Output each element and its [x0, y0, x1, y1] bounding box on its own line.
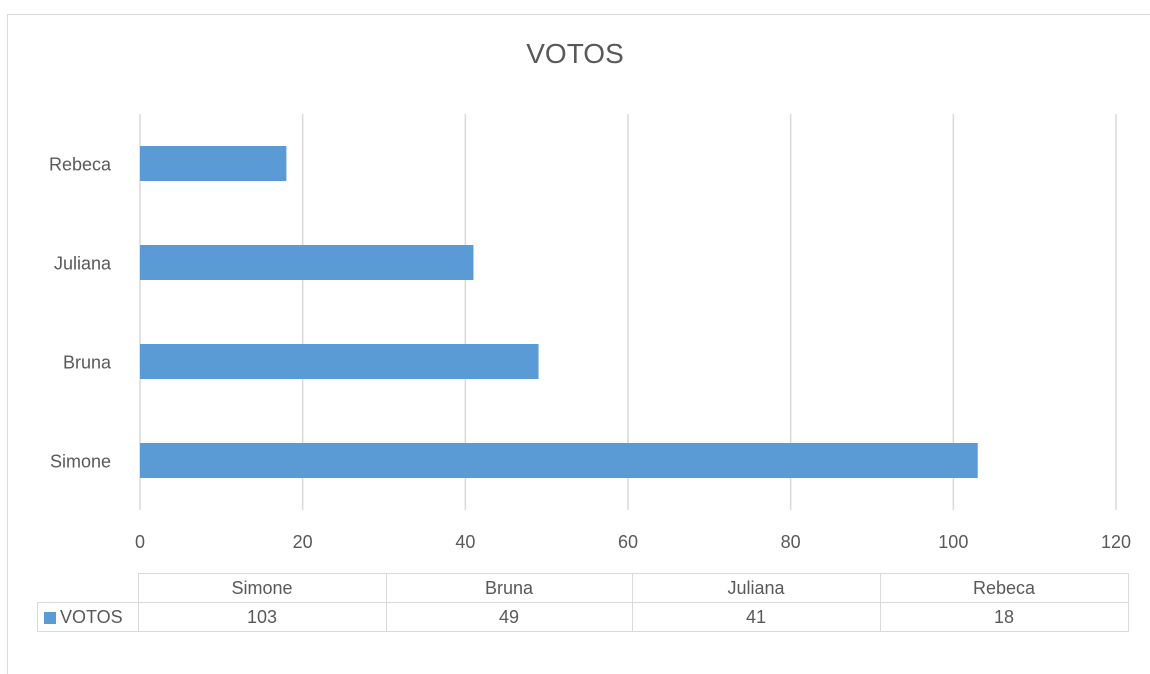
- data-table-header: Simone: [137, 573, 387, 603]
- x-tick-label: 80: [781, 532, 801, 552]
- x-tick-label: 120: [1101, 532, 1131, 552]
- data-table-header-row: Simone Bruna Juliana Rebeca: [37, 573, 1129, 603]
- data-table-cell: 18: [879, 602, 1129, 632]
- bar-bruna: [140, 344, 539, 379]
- bar-chart: Simone Bruna Juliana Rebeca 0 20 40 60 80 100 120: [49, 114, 1131, 552]
- x-tick-label: 0: [135, 532, 145, 552]
- bar-simone: [140, 443, 978, 478]
- bar-rebeca: [140, 146, 287, 181]
- x-tick-label: 60: [618, 532, 638, 552]
- category-label: Juliana: [54, 254, 112, 274]
- data-table-header: Rebeca: [879, 573, 1129, 603]
- data-table-cell: 49: [385, 602, 633, 632]
- data-table-corner: [37, 573, 139, 603]
- bar-juliana: [140, 245, 474, 280]
- legend-key: [44, 611, 56, 624]
- data-table-header: Bruna: [385, 573, 633, 603]
- data-table-value-row: VOTOS 103 49 41 18: [37, 602, 1129, 632]
- data-table-cell: 103: [137, 602, 387, 632]
- category-labels: Simone Bruna Juliana Rebeca: [49, 155, 112, 472]
- x-tick-label: 20: [293, 532, 313, 552]
- series-name: VOTOS: [60, 606, 123, 627]
- data-table-header: Juliana: [631, 573, 881, 603]
- category-label: Rebeca: [49, 155, 112, 175]
- category-label: Simone: [50, 452, 111, 472]
- x-tick-label: 100: [938, 532, 968, 552]
- chart-frame: [7, 14, 1150, 674]
- data-table-cell: 41: [631, 602, 881, 632]
- x-tick-label: 40: [455, 532, 475, 552]
- bars: [140, 146, 978, 478]
- x-axis-tick-labels: 0 20 40 60 80 100 120: [135, 532, 1131, 552]
- chart-title: VOTOS: [526, 38, 624, 69]
- data-table-series-label: VOTOS: [37, 602, 139, 632]
- category-label: Bruna: [63, 353, 112, 373]
- data-table: Simone Bruna Juliana Rebeca VOTOS 103 49…: [37, 573, 1129, 632]
